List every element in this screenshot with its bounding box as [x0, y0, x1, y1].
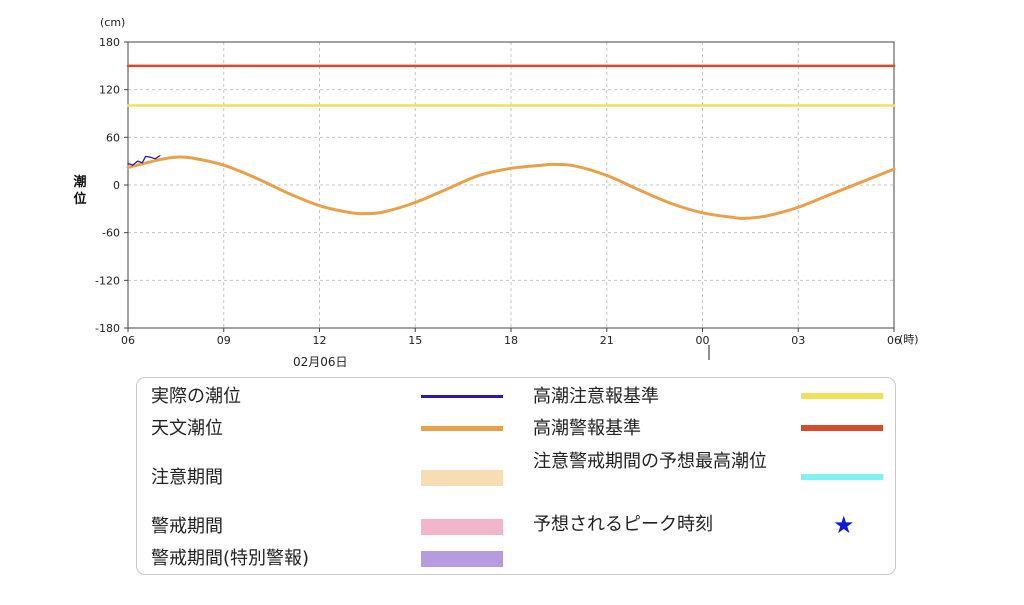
legend-item-actual: 実際の潮位 [151, 381, 241, 413]
y-tick-label: -180 [95, 322, 120, 335]
legend-item-warning-period-special: 警戒期間(特別警報) [151, 543, 309, 575]
y-tick-label: -60 [102, 227, 120, 240]
y-axis: 180 120 60 0 -60 -120 -180 [95, 36, 128, 335]
legend-label-forecast-peak-time: 予想されるピーク時刻 [533, 514, 713, 535]
series-line-3 [127, 154, 161, 166]
legend-label-actual: 実際の潮位 [151, 386, 241, 407]
legend-swatch-advisory-level [801, 393, 883, 399]
legend-label-warning-level: 高潮警報基準 [533, 418, 641, 439]
legend-swatch-warning-level [801, 425, 883, 431]
y-tick-label: 180 [99, 36, 120, 49]
legend-item-warning-period: 警戒期間 [151, 511, 223, 543]
legend-label-caution-period: 注意期間 [151, 467, 223, 488]
y-unit: (cm) [100, 16, 125, 29]
legend-swatch-warning-period [421, 519, 503, 535]
legend-swatch-caution-period [421, 470, 503, 486]
x-tick-label: 06 [887, 334, 901, 347]
legend-item-warning-level: 高潮警報基準 [533, 413, 641, 445]
x-axis: 06 09 12 15 18 21 00 03 06 [121, 328, 901, 347]
date-label: 02月06日 [293, 355, 348, 369]
legend-label-astronomical: 天文潮位 [151, 418, 223, 439]
y-tick-label: -120 [95, 274, 120, 287]
y-tick-label: 0 [113, 179, 120, 192]
legend-item-forecast-peak-time: 予想されるピーク時刻 [533, 509, 713, 541]
legend-item-caution-period: 注意期間 [151, 462, 223, 494]
x-tick-label: 15 [408, 334, 422, 347]
legend-label-advisory-level: 高潮注意報基準 [533, 386, 659, 407]
legend-swatch-astronomical [421, 426, 503, 431]
legend-label-warning-period: 警戒期間 [151, 516, 223, 537]
legend-label-forecast-peak-level: 注意警戒期間の予想最高潮位 [533, 451, 767, 472]
x-tick-label: 21 [600, 334, 614, 347]
x-tick-label: 12 [313, 334, 327, 347]
legend-item-forecast-peak-level: 注意警戒期間の予想最高潮位 [533, 446, 793, 478]
legend-swatch-actual [421, 395, 503, 398]
x-tick-label: 03 [791, 334, 805, 347]
legend-swatch-warning-period-special [421, 551, 503, 567]
y-tick-label: 120 [99, 84, 120, 97]
legend: 実際の潮位 天文潮位 注意期間 警戒期間 警戒期間(特別警報) 高潮注意報基準 … [136, 377, 896, 575]
legend-swatch-forecast-peak-level [801, 474, 883, 480]
x-tick-label: 18 [504, 334, 518, 347]
series-lines [126, 64, 896, 220]
y-tick-label: 60 [106, 131, 120, 144]
x-tick-label: 06 [121, 334, 135, 347]
series-line-2 [126, 155, 896, 220]
legend-item-advisory-level: 高潮注意報基準 [533, 381, 659, 413]
grid-lines [128, 42, 894, 328]
star-icon: ★ [833, 511, 855, 539]
legend-item-astronomical: 天文潮位 [151, 413, 223, 445]
x-tick-label: 00 [696, 334, 710, 347]
legend-label-warning-period-special: 警戒期間(特別警報) [151, 548, 310, 569]
x-tick-label: 09 [217, 334, 231, 347]
tide-chart: 180 120 60 0 -60 -120 -180 06 09 12 15 18 21 00 03 06 … [73, 16, 919, 369]
y-axis-label: 潮位 [73, 174, 86, 207]
x-unit: (時) [899, 333, 919, 346]
